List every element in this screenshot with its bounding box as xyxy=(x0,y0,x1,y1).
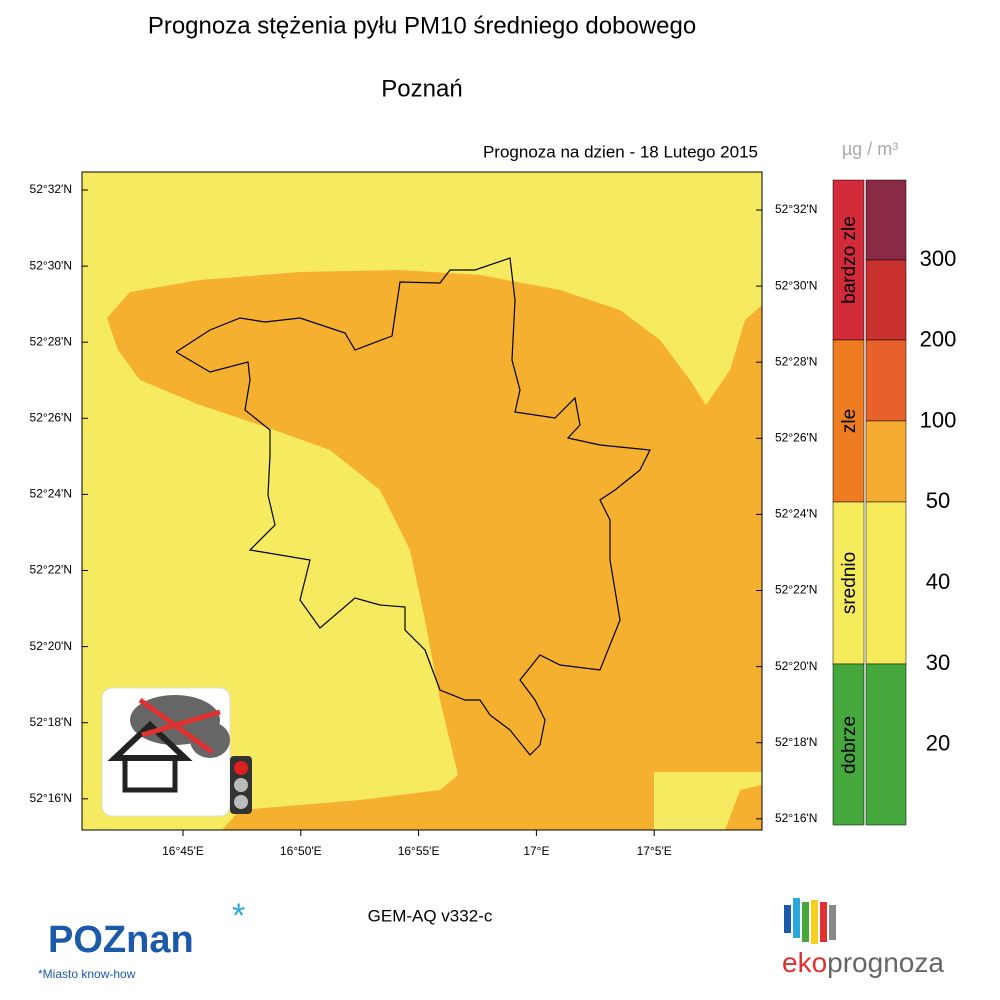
legend-category: dobrze xyxy=(839,716,860,774)
legend-swatch xyxy=(865,501,907,665)
lat-label: 52°24'N xyxy=(30,487,72,501)
pollution-area xyxy=(107,270,762,830)
legend-swatch xyxy=(865,179,907,261)
city: Poznań xyxy=(381,75,462,102)
legend-swatch xyxy=(865,259,907,341)
ekoprognoza-bars xyxy=(784,898,836,944)
legend-threshold: 30 xyxy=(926,650,950,675)
lat-label: 52°32'N xyxy=(30,182,72,196)
legend-swatch xyxy=(832,501,865,665)
logo-poznan: POZnan xyxy=(48,919,194,961)
lat-label: 52°20'N xyxy=(775,659,817,673)
map-frame xyxy=(81,171,763,831)
lon-label: 16°55'E xyxy=(398,844,440,858)
lat-label: 52°28'N xyxy=(30,334,72,348)
legend-category: srednio xyxy=(839,552,860,614)
lat-label: 52°18'N xyxy=(775,735,817,749)
lat-label: 52°30'N xyxy=(30,258,72,272)
title: Prognoza stężenia pyłu PM10 średniego do… xyxy=(148,12,696,39)
lon-label: 16°45'E xyxy=(162,844,204,858)
legend-threshold: 50 xyxy=(926,488,950,513)
legend-threshold: 20 xyxy=(926,731,950,756)
map xyxy=(81,171,763,831)
lat-label: 52°18'N xyxy=(30,715,72,729)
logo-tagline: *Miasto know-how xyxy=(38,967,136,981)
lon-label: 17°E xyxy=(523,844,549,858)
smog-icon xyxy=(101,687,252,817)
legend-threshold: 40 xyxy=(926,569,950,594)
logo-part: eko xyxy=(782,947,827,978)
legend-swatch xyxy=(865,339,907,422)
legend-category: zle xyxy=(839,409,860,433)
model-label: GEM-AQ v332-c xyxy=(368,906,493,925)
legend-swatch xyxy=(832,663,865,826)
legend: µg / m³ bardzo zle zle srednio dobrze xyxy=(832,139,907,826)
lat-label: 52°20'N xyxy=(30,639,72,653)
logo-asterisk: * xyxy=(232,897,245,935)
legend-threshold: 100 xyxy=(920,407,957,432)
logo-part: prognoza xyxy=(827,947,944,978)
lat-label: 52°26'N xyxy=(775,430,817,444)
legend-swatch xyxy=(865,663,907,826)
legend-swatch xyxy=(865,420,907,503)
lat-label: 52°16'N xyxy=(30,791,72,805)
lon-label: 16°50'E xyxy=(280,844,322,858)
lat-label: 52°26'N xyxy=(30,410,72,424)
legend-threshold: 200 xyxy=(920,327,957,352)
lat-label: 52°16'N xyxy=(775,811,817,825)
lat-label: 52°22'N xyxy=(775,583,817,597)
lat-label: 52°32'N xyxy=(775,202,817,216)
legend-category: bardzo zle xyxy=(839,216,860,304)
lon-label: 17°5'E xyxy=(637,844,672,858)
city-boundary xyxy=(175,257,651,756)
lat-label: 52°24'N xyxy=(775,507,817,521)
legend-unit: µg / m³ xyxy=(842,139,898,159)
pollution-area-low xyxy=(654,772,762,830)
lat-label: 52°30'N xyxy=(775,278,817,292)
date-label: Prognoza na dzien - 18 Lutego 2015 xyxy=(483,142,758,161)
logo-ekoprognoza: ekoprognoza xyxy=(782,947,944,978)
legend-threshold: 300 xyxy=(920,246,957,271)
lat-label: 52°22'N xyxy=(30,563,72,577)
lat-label: 52°28'N xyxy=(775,354,817,368)
